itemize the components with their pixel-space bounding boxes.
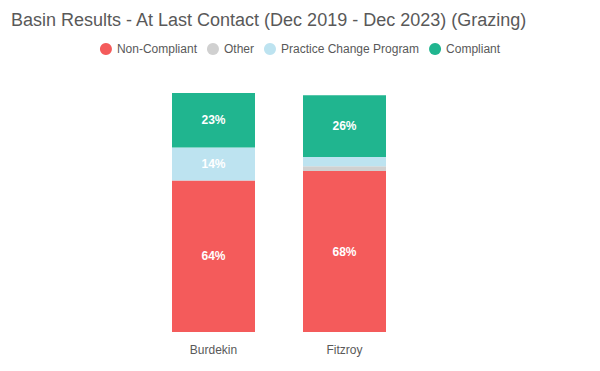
svg-text:26%: 26%: [332, 119, 356, 133]
svg-text:Non-Compliant: Non-Compliant: [117, 42, 198, 56]
svg-text:23%: 23%: [201, 113, 225, 127]
svg-text:Practice Change Program: Practice Change Program: [281, 42, 419, 56]
svg-text:Fitzroy: Fitzroy: [327, 343, 363, 357]
svg-text:Compliant: Compliant: [446, 42, 501, 56]
svg-text:Burdekin: Burdekin: [190, 343, 237, 357]
svg-text:14%: 14%: [201, 157, 225, 171]
svg-text:68%: 68%: [332, 245, 356, 259]
svg-text:Other: Other: [224, 42, 254, 56]
svg-text:64%: 64%: [201, 249, 225, 263]
svg-text:Basin Results - At Last Contac: Basin Results - At Last Contact (Dec 201…: [11, 10, 526, 30]
